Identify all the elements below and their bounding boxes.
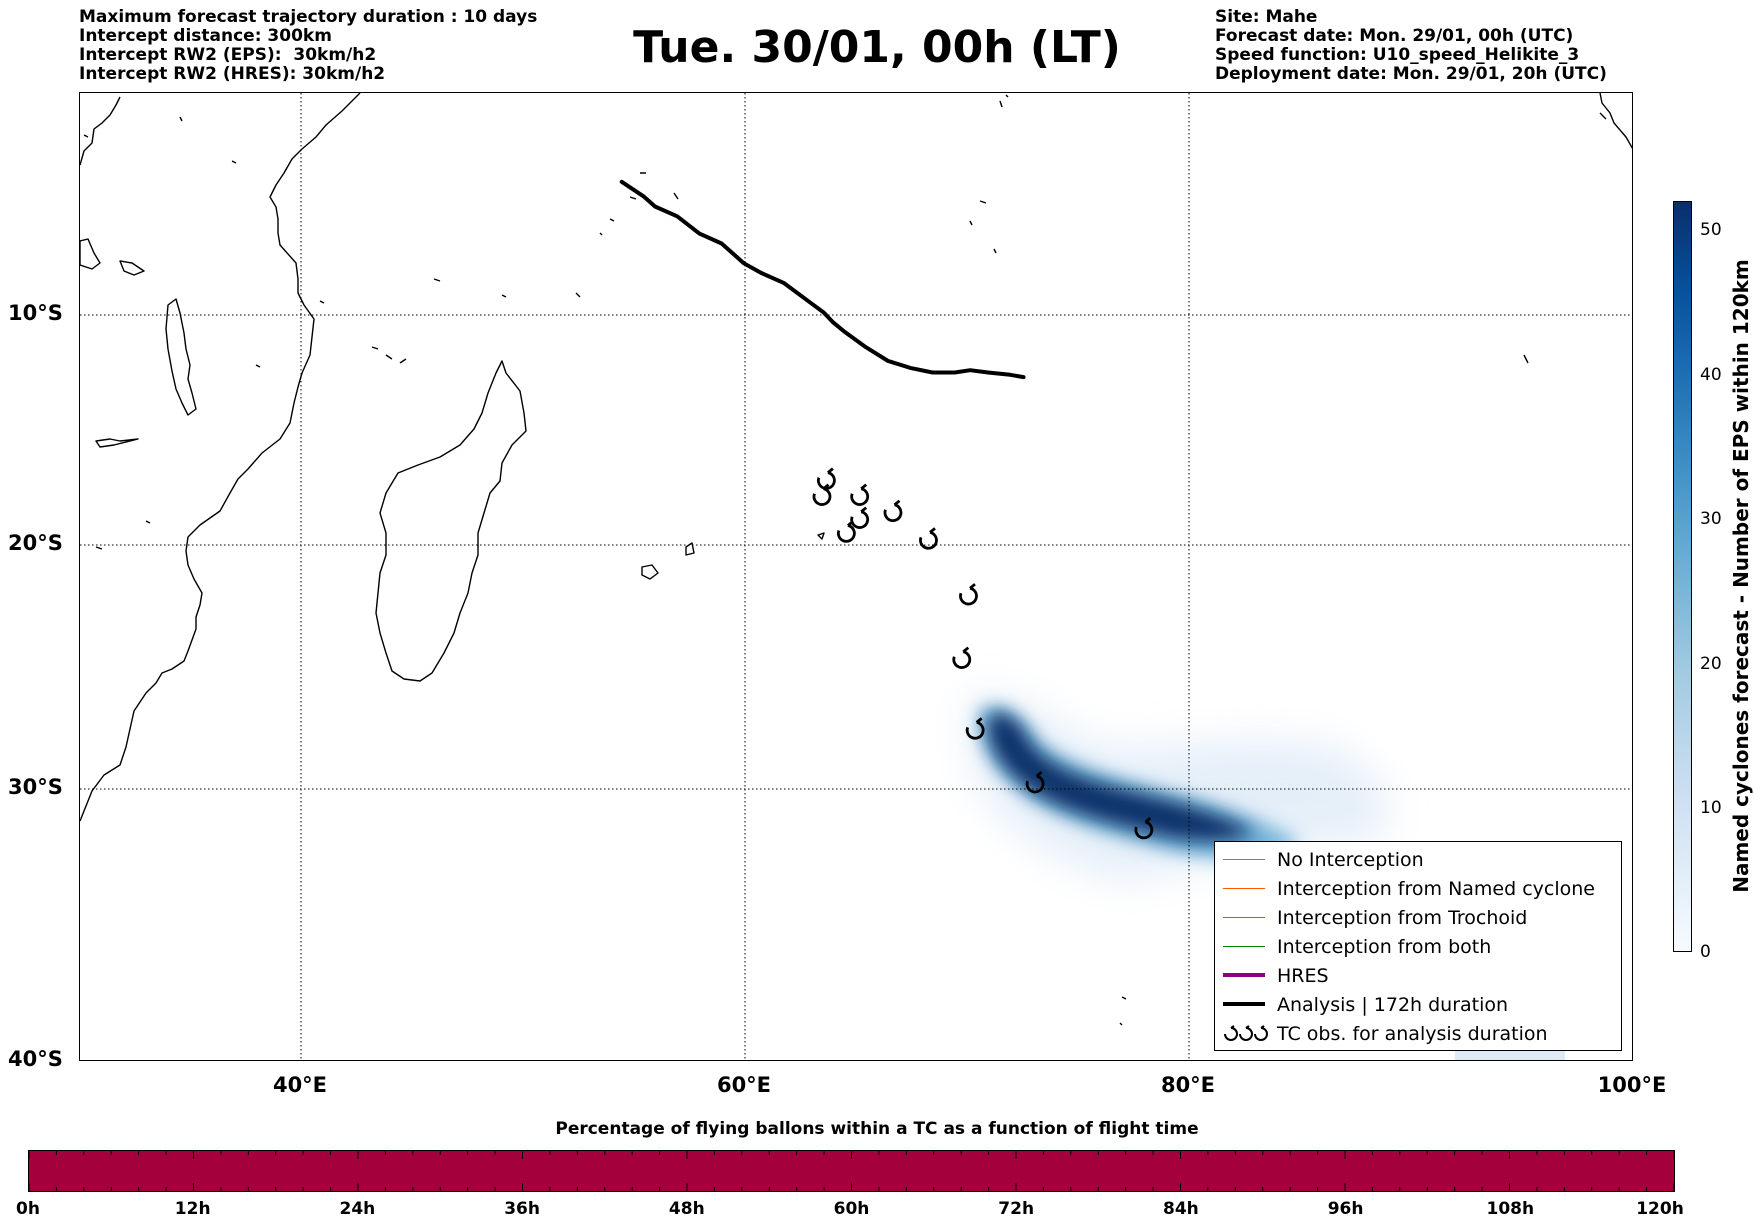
coastline-seychelles bbox=[433, 172, 679, 298]
map-legend: No Interception Interception from Named … bbox=[1214, 841, 1622, 1051]
header-right-info: Site: Mahe Forecast date: Mon. 29/01, 00h… bbox=[1215, 8, 1607, 84]
coastline-mauritius bbox=[685, 542, 695, 556]
lon-label-100e: 100°E bbox=[1597, 1073, 1667, 1097]
intercept-hres-text: Intercept RW2 (HRES): 30km/h2 bbox=[79, 64, 386, 84]
lon-label-60e: 60°E bbox=[716, 1073, 772, 1097]
legend-item-named-cyclone: Interception from Named cyclone bbox=[1215, 875, 1621, 904]
legend-swatch-hres bbox=[1223, 973, 1265, 977]
eps-density-shading bbox=[968, 695, 1565, 1060]
analysis-track bbox=[619, 179, 1026, 380]
time-label-24h: 24h bbox=[339, 1199, 376, 1219]
speed-function-text: Speed function: U10_speed_Helikite_3 bbox=[1215, 45, 1580, 65]
coastline-comoros bbox=[371, 346, 407, 364]
time-label-12h: 12h bbox=[174, 1199, 211, 1219]
lon-label-80e: 80°E bbox=[1160, 1073, 1216, 1097]
tc-obs-marker bbox=[919, 527, 938, 550]
legend-swatch-trochoid bbox=[1223, 917, 1265, 918]
tc-obs-marker bbox=[812, 483, 832, 506]
legend-item-hres: HRES bbox=[1215, 962, 1621, 991]
coastline-lake-kivu bbox=[119, 260, 145, 276]
time-label-36h: 36h bbox=[504, 1199, 540, 1219]
legend-label: HRES bbox=[1277, 965, 1329, 987]
forecast-date-text: Forecast date: Mon. 29/01, 00h (UTC) bbox=[1215, 26, 1574, 46]
legend-item-trochoid: Interception from Trochoid bbox=[1215, 904, 1621, 933]
lat-label-30s: 30°S bbox=[8, 775, 63, 799]
percentage-bar-title: Percentage of flying ballons within a TC… bbox=[555, 1119, 1199, 1139]
tc-obs-marker bbox=[1134, 816, 1154, 840]
coastline-sumatra bbox=[1599, 93, 1632, 149]
legend-item-analysis: Analysis | 172h duration bbox=[1215, 991, 1621, 1020]
tc-obs-layer bbox=[812, 467, 1154, 840]
legend-item-both: Interception from both bbox=[1215, 933, 1621, 962]
tc-obs-marker bbox=[850, 506, 870, 529]
tc-obs-marker bbox=[850, 483, 870, 506]
lat-label-20s: 20°S bbox=[8, 531, 63, 555]
map-title: Tue. 30/01, 00h (LT) bbox=[633, 22, 1121, 73]
tc-obs-marker bbox=[952, 646, 972, 669]
max-duration-text: Maximum forecast trajectory duration : 1… bbox=[79, 7, 538, 27]
time-label-96h: 96h bbox=[1327, 1199, 1364, 1219]
legend-swatch-no-interception bbox=[1223, 859, 1265, 860]
colorbar-title: Named cyclones forecast - Number of EPS … bbox=[1729, 259, 1753, 893]
lat-label-40s: 40°S bbox=[8, 1047, 63, 1071]
tc-obs-marker bbox=[883, 499, 903, 523]
time-label-60h: 60h bbox=[833, 1199, 870, 1219]
coastline-rodrigues bbox=[817, 532, 825, 540]
map-canvas bbox=[80, 93, 1632, 1060]
legend-item-tc-obs: TC obs. for analysis duration bbox=[1215, 1020, 1621, 1049]
legend-swatch-both bbox=[1223, 946, 1265, 947]
percentage-bar-minor-ticks bbox=[29, 1151, 1674, 1191]
legend-label: Analysis | 172h duration bbox=[1277, 994, 1509, 1016]
legend-label: Interception from Trochoid bbox=[1277, 907, 1528, 929]
tc-obs-marker bbox=[1025, 771, 1045, 794]
density-core bbox=[987, 712, 1255, 842]
intercept-eps-text: Intercept RW2 (EPS): 30km/h2 bbox=[79, 45, 377, 65]
graticule bbox=[80, 93, 1632, 1060]
lat-label-10s: 10°S bbox=[8, 301, 63, 325]
colorbar-tick-40: 40 bbox=[1700, 365, 1722, 385]
coastline-madagascar bbox=[375, 360, 527, 682]
legend-item-no-interception: No Interception bbox=[1215, 846, 1621, 875]
percentage-bar bbox=[28, 1150, 1675, 1192]
time-label-72h: 72h bbox=[998, 1199, 1035, 1219]
header-left-info: Maximum forecast trajectory duration : 1… bbox=[79, 8, 537, 84]
colorbar-tick-10: 10 bbox=[1700, 798, 1722, 818]
coastlines bbox=[80, 93, 1632, 1026]
tc-obs-marker bbox=[817, 467, 836, 490]
time-label-84h: 84h bbox=[1163, 1199, 1199, 1219]
eps-colorbar bbox=[1673, 201, 1692, 952]
coastline-lake-tanganyika bbox=[165, 298, 197, 416]
legend-label: Interception from Named cyclone bbox=[1277, 878, 1595, 900]
coastline-islands-west bbox=[83, 116, 325, 550]
analysis-track-layer bbox=[619, 179, 1026, 380]
coastline-islands-east bbox=[969, 94, 1529, 1026]
coastline-africa bbox=[80, 93, 361, 822]
coastline-reunion bbox=[641, 564, 659, 580]
colorbar-tick-20: 20 bbox=[1700, 654, 1722, 674]
legend-swatch-analysis bbox=[1223, 1002, 1265, 1006]
time-label-120h: 120h bbox=[1636, 1199, 1684, 1219]
coastline-lake-malawi bbox=[95, 438, 139, 448]
site-text: Site: Mahe bbox=[1215, 7, 1318, 27]
time-label-0h: 0h bbox=[16, 1199, 40, 1219]
cyclone-symbol-icon bbox=[1224, 1025, 1268, 1041]
colorbar-tick-30: 30 bbox=[1700, 509, 1722, 529]
colorbar-tick-50: 50 bbox=[1700, 220, 1722, 240]
legend-swatch-named-cyclone bbox=[1223, 888, 1265, 889]
legend-label: No Interception bbox=[1277, 849, 1424, 871]
colorbar-tick-0: 0 bbox=[1700, 942, 1711, 962]
intercept-distance-text: Intercept distance: 300km bbox=[79, 26, 332, 46]
time-label-48h: 48h bbox=[668, 1199, 705, 1219]
tc-obs-marker bbox=[965, 717, 985, 740]
coastline-lake-victoria bbox=[80, 238, 101, 270]
lon-label-40e: 40°E bbox=[272, 1073, 328, 1097]
legend-label: Interception from both bbox=[1277, 936, 1492, 958]
time-label-108h: 108h bbox=[1486, 1199, 1535, 1219]
legend-label: TC obs. for analysis duration bbox=[1277, 1023, 1548, 1045]
density-far-patch bbox=[1455, 1048, 1565, 1060]
deployment-date-text: Deployment date: Mon. 29/01, 20h (UTC) bbox=[1215, 64, 1607, 84]
tc-obs-marker bbox=[959, 583, 978, 606]
